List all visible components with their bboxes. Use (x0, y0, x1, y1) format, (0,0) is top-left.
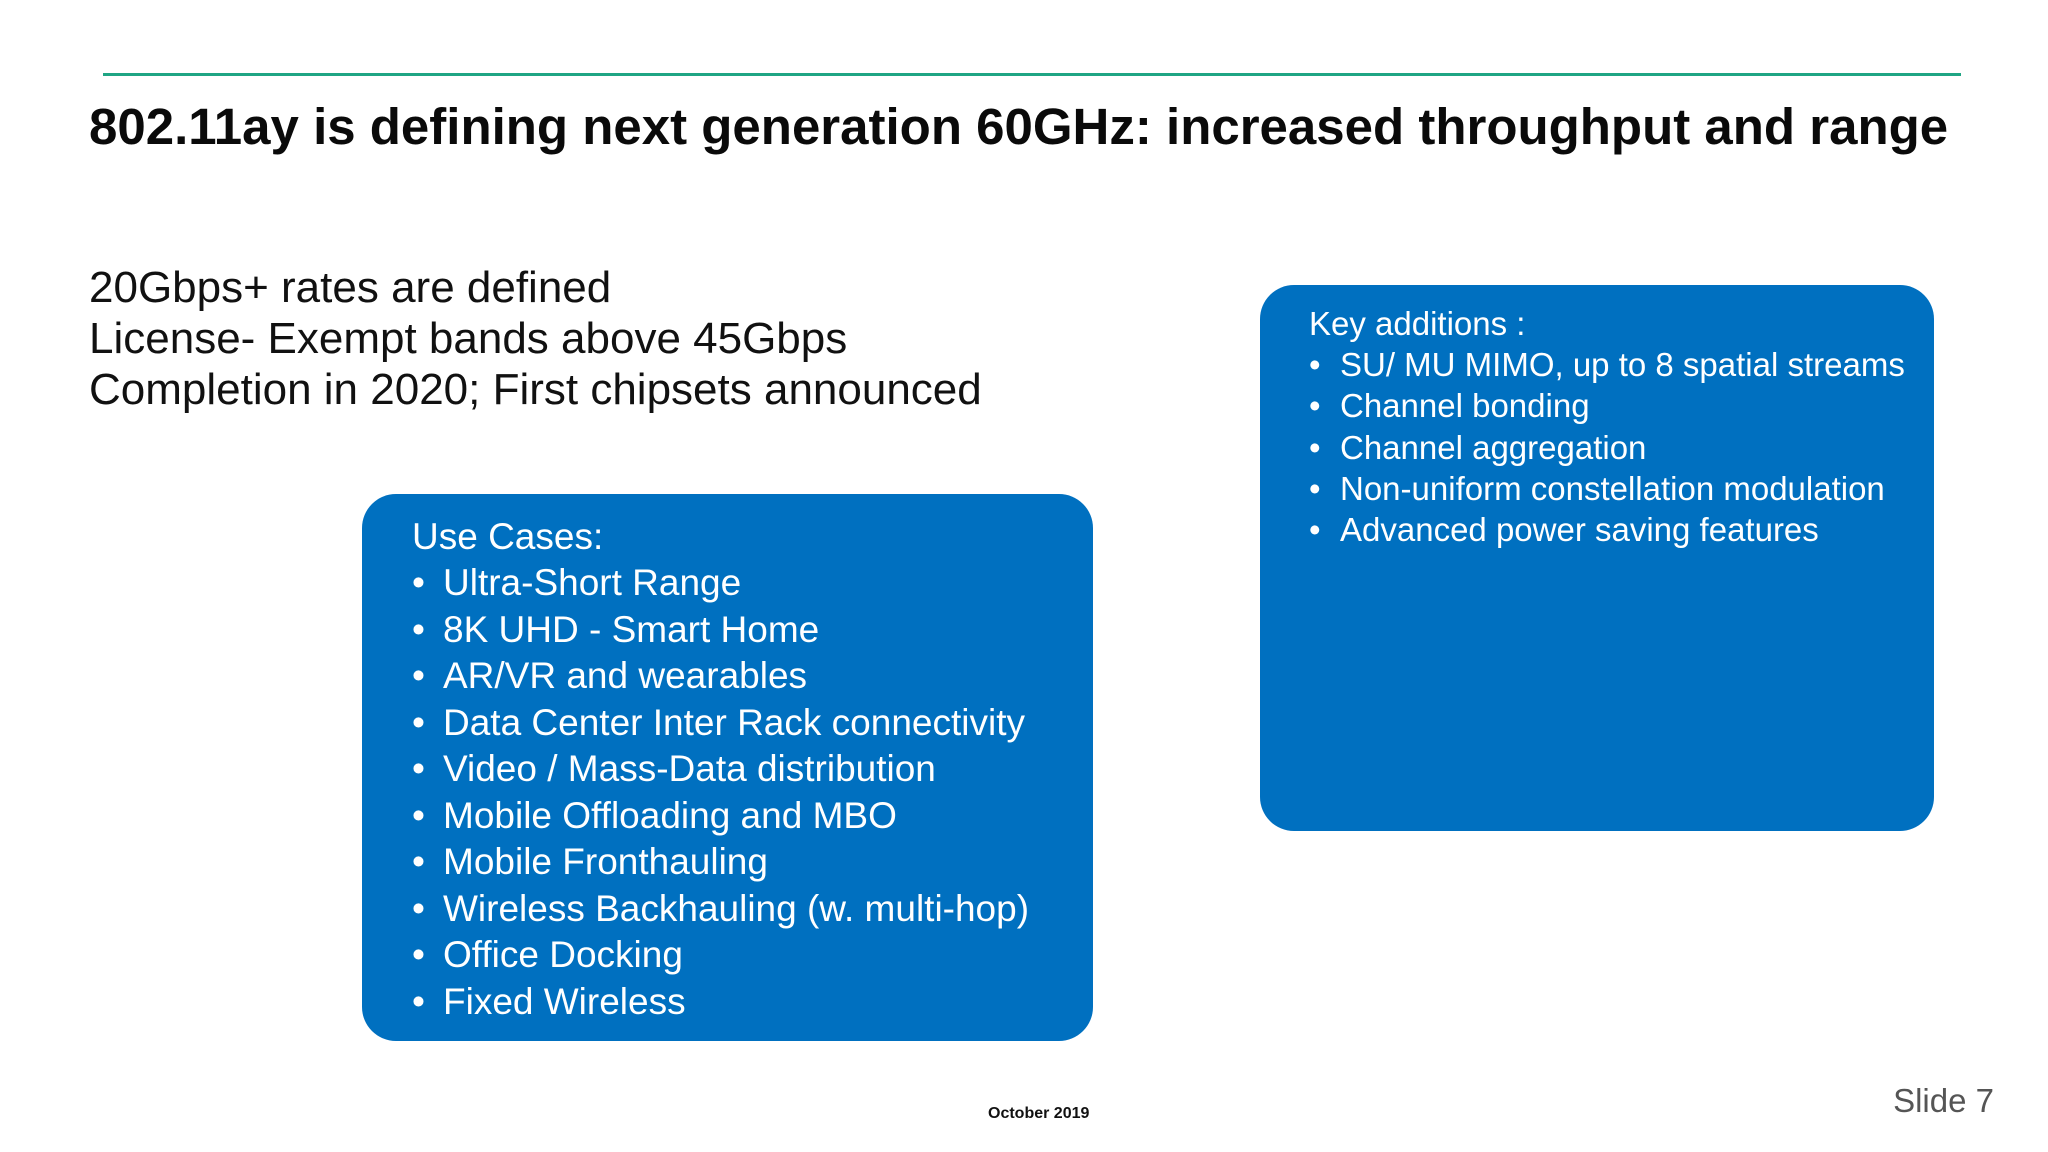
bullet-icon: • (1309, 387, 1321, 425)
use-cases-box: Use Cases: • Ultra-Short Range • 8K UHD - … (362, 494, 1093, 1041)
key-additions-list: • SU/ MU MIMO, up to 8 spatial streams • C… (1309, 344, 1934, 550)
slide-number: Slide 7 (1893, 1082, 1994, 1119)
list-item-label: Channel bonding (1340, 387, 1590, 425)
list-item-label: Data Center Inter Rack connectivity (443, 701, 1025, 743)
key-additions-heading: Key additions : (1309, 305, 1526, 342)
bullet-icon: • (412, 608, 425, 650)
list-item: • SU/ MU MIMO, up to 8 spatial streams (1309, 344, 1934, 385)
list-item: • Ultra-Short Range (412, 560, 1093, 607)
bullet-icon: • (412, 701, 425, 743)
use-cases-list: • Ultra-Short Range • 8K UHD - Smart Home … (412, 560, 1093, 1025)
list-item: • Channel bonding (1309, 385, 1934, 426)
bullet-icon: • (1309, 511, 1321, 549)
list-item-label: Non-uniform constellation modulation (1340, 469, 1885, 507)
list-item: • AR/VR and wearables (412, 653, 1093, 700)
list-item-label: Mobile Offloading and MBO (443, 794, 897, 836)
intro-line: License- Exempt bands above 45Gbps (89, 314, 848, 363)
bullet-icon: • (412, 562, 425, 603)
list-item: • Office Docking (412, 932, 1093, 979)
intro-text: 20Gbps+ rates are defined License- Exemp… (89, 262, 1189, 415)
list-item: • Video / Mass-Data distribution (412, 746, 1093, 793)
list-item-label: Channel aggregation (1340, 428, 1647, 466)
list-item-label: Wireless Backhauling (w. multi-hop) (443, 887, 1030, 929)
list-item-label: SU/ MU MIMO, up to 8 spatial streams (1340, 346, 1905, 383)
intro-line: Completion in 2020; First chipsets annou… (89, 365, 982, 414)
list-item: • Mobile Offloading and MBO (412, 793, 1093, 840)
list-item: • Mobile Fronthauling (412, 839, 1093, 886)
footer-date: October 2019 (988, 1105, 1090, 1122)
list-item-label: Office Docking (443, 934, 683, 975)
bullet-icon: • (412, 794, 425, 836)
header-divider (103, 73, 1961, 76)
list-item: • Wireless Backhauling (w. multi-hop) (412, 886, 1093, 933)
slide-title: 802.11ay is defining next generation 60G… (89, 98, 1949, 155)
bullet-icon: • (412, 655, 425, 696)
list-item-label: Ultra-Short Range (443, 562, 742, 603)
list-item-label: Mobile Fronthauling (443, 841, 768, 882)
list-item: • 8K UHD - Smart Home (412, 607, 1093, 654)
intro-line: 20Gbps+ rates are defined (89, 263, 612, 312)
bullet-icon: • (1309, 346, 1321, 383)
bullet-icon: • (1309, 428, 1321, 466)
bullet-icon: • (1309, 469, 1321, 507)
list-item-label: Fixed Wireless (443, 980, 686, 1022)
list-item: • Data Center Inter Rack connectivity (412, 700, 1093, 747)
bullet-icon: • (412, 934, 425, 975)
bullet-icon: • (412, 887, 425, 929)
list-item: • Fixed Wireless (412, 979, 1093, 1026)
bullet-icon: • (412, 841, 425, 882)
bullet-icon: • (412, 748, 425, 789)
list-item: • Channel aggregation (1309, 427, 1934, 468)
list-item: • Non-uniform constellation modulation (1309, 468, 1934, 509)
list-item: • Advanced power saving features (1309, 509, 1934, 550)
bullet-icon: • (412, 980, 425, 1022)
list-item-label: Video / Mass-Data distribution (443, 748, 936, 789)
list-item-label: 8K UHD - Smart Home (443, 608, 820, 650)
list-item-label: AR/VR and wearables (443, 655, 808, 696)
use-cases-heading: Use Cases: (412, 516, 604, 557)
list-item-label: Advanced power saving features (1340, 511, 1819, 549)
key-additions-box: Key additions : • SU/ MU MIMO, up to 8 sp… (1260, 285, 1934, 831)
